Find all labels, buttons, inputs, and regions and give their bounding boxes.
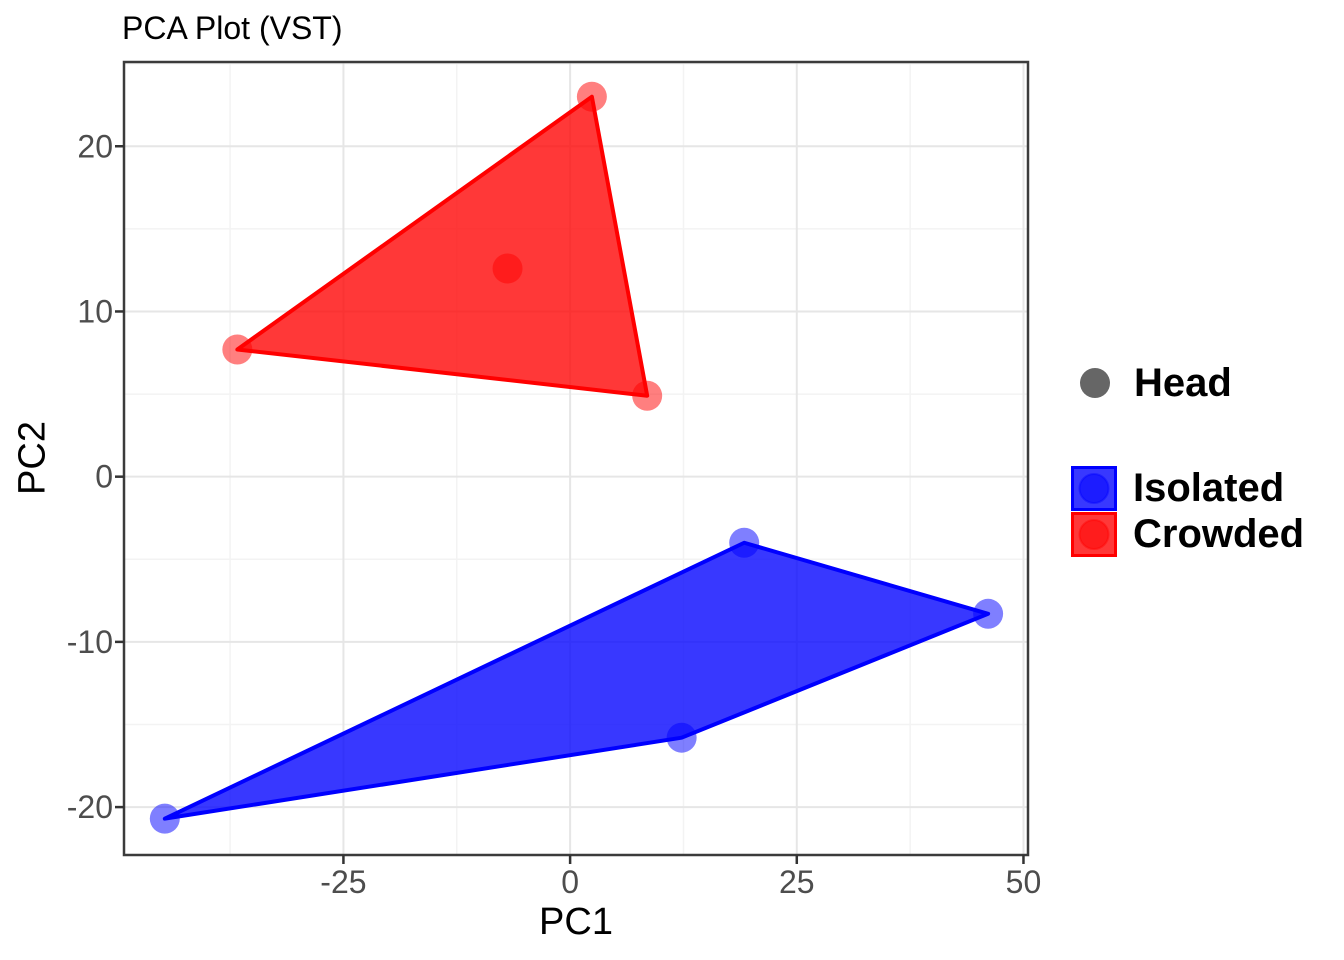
legend-item-crowded: Crowded — [1071, 511, 1304, 557]
point-isolated — [729, 527, 760, 558]
legend-label-crowded: Crowded — [1133, 512, 1305, 556]
legend-label-isolated: Isolated — [1133, 466, 1285, 510]
legend-label-head: Head — [1134, 361, 1232, 405]
point-crowded — [222, 334, 253, 365]
isolated-key-icon — [1071, 465, 1117, 511]
panel-border — [122, 60, 1030, 857]
head-dot — [1080, 368, 1110, 398]
legend-item-head: Head — [1072, 360, 1232, 406]
plot-title: PCA Plot (VST) — [122, 10, 343, 46]
hull-crowded — [235, 94, 650, 398]
y-tick-label: -20 — [67, 789, 113, 825]
x-tick-label: 0 — [561, 864, 579, 900]
y-axis-title: PC2 — [11, 421, 54, 495]
x-tick-label: -25 — [320, 864, 366, 900]
head-point-icon — [1080, 368, 1110, 398]
point-isolated — [666, 722, 697, 753]
x-axis-title: PC1 — [539, 901, 613, 943]
isolated-key-dot — [1078, 472, 1110, 504]
y-tick-label: 20 — [77, 128, 113, 164]
legend-item-isolated: Isolated — [1071, 465, 1284, 511]
point-crowded — [632, 380, 663, 411]
crowded-key-dot — [1078, 518, 1110, 550]
point-crowded — [576, 81, 607, 112]
point-isolated — [149, 803, 180, 834]
y-tick-label: -10 — [67, 624, 113, 660]
point-crowded — [492, 253, 523, 284]
y-tick-label: 10 — [77, 293, 113, 329]
x-tick-label: 50 — [1006, 864, 1042, 900]
y-tick-label: 0 — [95, 459, 113, 495]
x-tick-label: 25 — [779, 864, 815, 900]
point-isolated — [973, 598, 1004, 629]
crowded-key-icon — [1071, 511, 1117, 557]
